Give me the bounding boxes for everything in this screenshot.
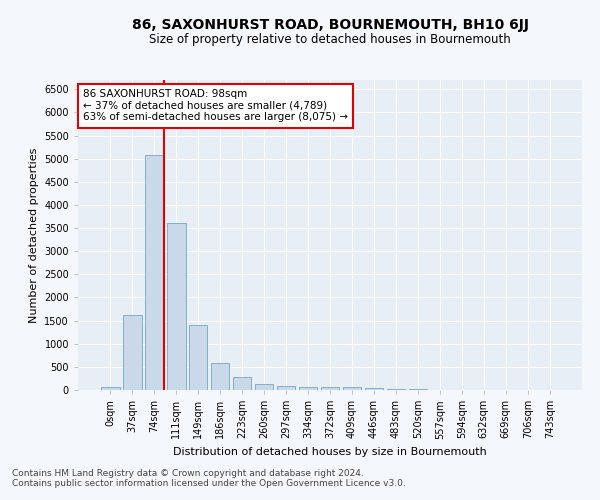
Bar [189,325,208,390]
Bar [145,155,164,390]
Bar [101,386,119,390]
Bar [233,376,251,390]
Y-axis label: Number of detached properties: Number of detached properties [29,148,38,322]
Bar [299,386,317,390]
Bar [211,364,229,390]
Bar [167,224,185,390]
Bar [343,388,361,390]
Text: 86 SAXONHURST ROAD: 98sqm
← 37% of detached houses are smaller (4,789)
63% of se: 86 SAXONHURST ROAD: 98sqm ← 37% of detac… [83,90,348,122]
Text: Contains HM Land Registry data © Crown copyright and database right 2024.: Contains HM Land Registry data © Crown c… [12,468,364,477]
Text: Contains public sector information licensed under the Open Government Licence v3: Contains public sector information licen… [12,478,406,488]
Bar [320,388,340,390]
Bar [255,384,274,390]
Text: Size of property relative to detached houses in Bournemouth: Size of property relative to detached ho… [149,32,511,46]
X-axis label: Distribution of detached houses by size in Bournemouth: Distribution of detached houses by size … [173,447,487,457]
Bar [277,386,295,390]
Text: 86, SAXONHURST ROAD, BOURNEMOUTH, BH10 6JJ: 86, SAXONHURST ROAD, BOURNEMOUTH, BH10 6… [131,18,529,32]
Bar [123,315,142,390]
Bar [365,388,383,390]
Bar [386,389,405,390]
